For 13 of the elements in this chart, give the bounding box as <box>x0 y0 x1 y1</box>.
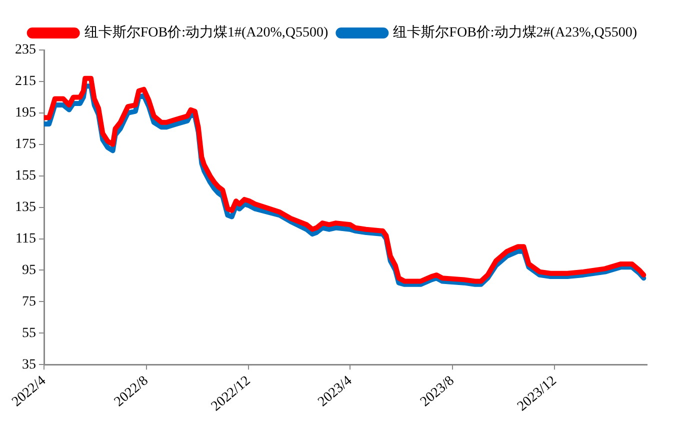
y-tick-label: 35 <box>22 357 36 372</box>
legend-label: 纽卡斯尔FOB价:动力煤2#(A23%,Q5500) <box>393 24 638 41</box>
y-tick-label: 235 <box>15 42 36 58</box>
y-tick-label: 55 <box>22 326 36 341</box>
y-tick-label: 215 <box>15 74 36 90</box>
y-tick-label: 175 <box>15 137 36 152</box>
y-tick-label: 75 <box>22 294 36 310</box>
y-tick-label: 155 <box>15 168 36 184</box>
legend-label: 纽卡斯尔FOB价:动力煤1#(A20%,Q5500) <box>84 24 329 41</box>
y-tick-label: 115 <box>16 231 36 246</box>
y-tick-label: 135 <box>15 200 36 215</box>
y-tick-label: 195 <box>15 106 36 121</box>
y-tick-label: 95 <box>22 262 36 278</box>
